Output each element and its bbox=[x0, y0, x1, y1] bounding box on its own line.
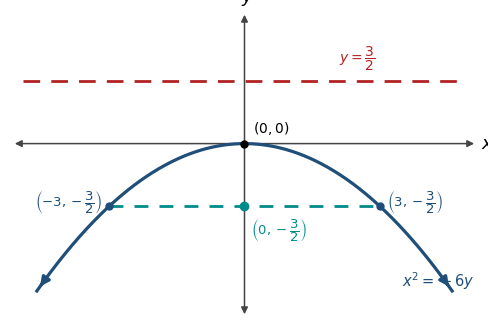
Text: $(0, 0)$: $(0, 0)$ bbox=[252, 120, 288, 137]
Text: $\left(3, -\dfrac{3}{2}\right)$: $\left(3, -\dfrac{3}{2}\right)$ bbox=[386, 190, 442, 216]
Text: $x$: $x$ bbox=[481, 135, 488, 153]
Text: $y = \dfrac{3}{2}$: $y = \dfrac{3}{2}$ bbox=[339, 45, 375, 73]
Text: $\left(-3, -\dfrac{3}{2}\right)$: $\left(-3, -\dfrac{3}{2}\right)$ bbox=[35, 190, 102, 216]
Text: $\left(0, -\dfrac{3}{2}\right)$: $\left(0, -\dfrac{3}{2}\right)$ bbox=[251, 217, 306, 244]
Text: $y$: $y$ bbox=[241, 0, 254, 8]
Text: $x^2 = -6y$: $x^2 = -6y$ bbox=[402, 271, 474, 292]
